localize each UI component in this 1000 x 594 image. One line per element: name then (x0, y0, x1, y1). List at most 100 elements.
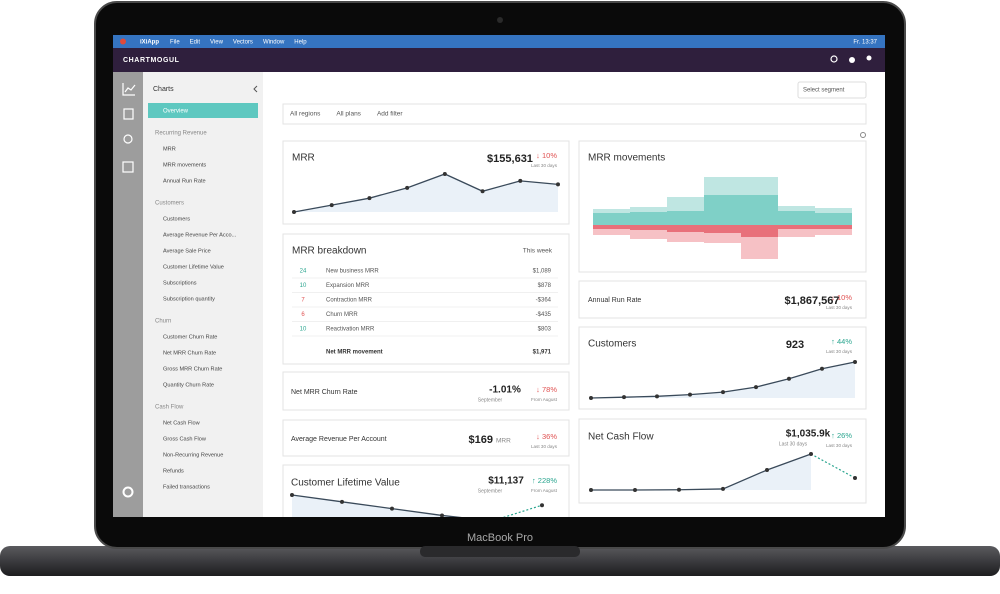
charts-icon[interactable] (122, 83, 136, 96)
sparkline (591, 453, 812, 491)
search-icon[interactable] (830, 55, 838, 63)
movement-bar (630, 212, 667, 225)
nav-item[interactable]: Gross MRR Churn Rate (163, 366, 222, 372)
card-value: $1,867,567 (784, 295, 839, 307)
location-icon[interactable] (123, 134, 133, 144)
nav-item[interactable]: MRR (163, 146, 176, 152)
movement-bar (667, 232, 704, 242)
sparkline-area (591, 362, 855, 398)
nav-item[interactable]: MRR movements (163, 162, 206, 168)
movement-bar (593, 209, 630, 213)
card-change-sub: Last 30 days (826, 443, 853, 448)
sparkline-point (290, 493, 294, 497)
nav-item[interactable]: Subscription quantity (163, 296, 215, 302)
segment-select[interactable] (797, 81, 867, 99)
collapse-icon[interactable] (253, 85, 258, 93)
menu-item[interactable]: Help (294, 40, 307, 46)
app-logo: CHARTMOGUL (123, 57, 180, 64)
sparkline-area (591, 454, 811, 490)
sparkline-point (853, 360, 857, 364)
card-change-sub: From August (531, 488, 558, 493)
breakdown-title: MRR breakdown (292, 246, 366, 257)
movement-bar (778, 225, 815, 229)
nav-item[interactable]: Net MRR Churn Rate (163, 350, 216, 356)
movement-bar (741, 225, 778, 237)
card-value-sub: September (478, 488, 503, 494)
sparkline-point (633, 488, 637, 492)
card-change: ↓ 78% (536, 385, 557, 394)
breakdown-period[interactable]: This week (523, 248, 553, 255)
menu-item[interactable]: Window (263, 40, 285, 46)
nav-item[interactable]: Net Cash Flow (163, 420, 201, 426)
nav-active[interactable]: Overview (163, 109, 189, 115)
movement-bar (704, 233, 741, 243)
breakdown-count: 10 (300, 283, 307, 289)
icon-sidebar (113, 72, 143, 517)
movement-bar (741, 237, 778, 259)
card-title: Net MRR Churn Rate (291, 389, 358, 396)
sparkline-point (367, 196, 372, 201)
card-value: $11,137 (488, 476, 524, 487)
card (578, 280, 867, 319)
sparkline-point (480, 189, 485, 194)
card-title: Customers (588, 339, 636, 350)
filter[interactable]: Add filter (377, 111, 403, 118)
nav-item[interactable]: Customer Lifetime Value (163, 264, 224, 270)
nav-item[interactable]: Average Sale Price (163, 248, 211, 254)
nav-item[interactable]: Customers (163, 216, 190, 222)
filter[interactable]: All regions (290, 111, 321, 118)
sparkline-point (405, 185, 410, 190)
nav-item[interactable]: Failed transactions (163, 484, 210, 490)
card (282, 233, 570, 365)
card-value: -1.01% (489, 385, 521, 396)
card-change-sub: Last 30 days (826, 305, 853, 310)
movement-bar (667, 211, 704, 225)
movement-bar (815, 213, 852, 225)
filter[interactable]: All plans (336, 111, 361, 118)
sparkline-point (688, 392, 692, 397)
breakdown-amount: $878 (538, 283, 552, 289)
card-value: 923 (786, 339, 804, 351)
menu-item[interactable]: View (210, 40, 224, 46)
nav-item[interactable]: Average Revenue Per Acco... (163, 232, 237, 238)
app-header (113, 48, 885, 72)
screen: iXiApp File Edit View Vectors Window Help Fr. 1… (113, 35, 885, 517)
sparkline-point (440, 513, 444, 517)
nav-item[interactable]: Quantity Churn Rate (163, 382, 214, 388)
card-value-sub: Last 30 days (779, 441, 808, 447)
movement-bar (815, 229, 852, 235)
card-change-sub: From August (531, 397, 558, 402)
movement-bar (815, 225, 852, 229)
breakdown-total-label: Net MRR movement (326, 350, 383, 356)
movement-bar (704, 177, 741, 195)
notification-icon[interactable] (849, 57, 855, 63)
card-change: ↓ 36% (536, 432, 557, 441)
sparkline-projection (810, 453, 856, 479)
customers-icon[interactable] (123, 108, 134, 120)
nav-item[interactable]: Refunds (163, 468, 184, 474)
sparkline-point (721, 390, 725, 395)
menu-item[interactable]: Edit (190, 40, 201, 46)
settings-icon[interactable] (122, 486, 134, 498)
nav-item[interactable]: Annual Run Rate (163, 178, 206, 184)
nav-item[interactable]: Customer Churn Rate (163, 334, 217, 340)
profile-icon[interactable] (866, 55, 872, 61)
movement-bar (741, 195, 778, 225)
movement-bar (593, 225, 630, 229)
card-change: ↓ 10% (831, 293, 852, 302)
sparkline-point (442, 172, 447, 176)
gear-icon[interactable] (860, 132, 866, 138)
nav-item[interactable]: Non-Recurring Revenue (163, 452, 223, 458)
nav-item[interactable]: Subscriptions (163, 280, 197, 286)
nav-item[interactable]: Gross Cash Flow (163, 436, 207, 442)
camera (497, 17, 503, 23)
nav-active-bg (148, 103, 258, 118)
menu-item[interactable]: File (170, 40, 180, 46)
card-title: Net Cash Flow (588, 432, 654, 443)
reports-icon[interactable] (122, 161, 134, 173)
segment-select-label[interactable]: Select segment (803, 88, 845, 94)
menu-item[interactable]: Vectors (233, 40, 253, 46)
nav-sidebar (143, 72, 263, 517)
sparkline-point (622, 395, 626, 400)
card-title: Average Revenue Per Account (291, 436, 387, 443)
